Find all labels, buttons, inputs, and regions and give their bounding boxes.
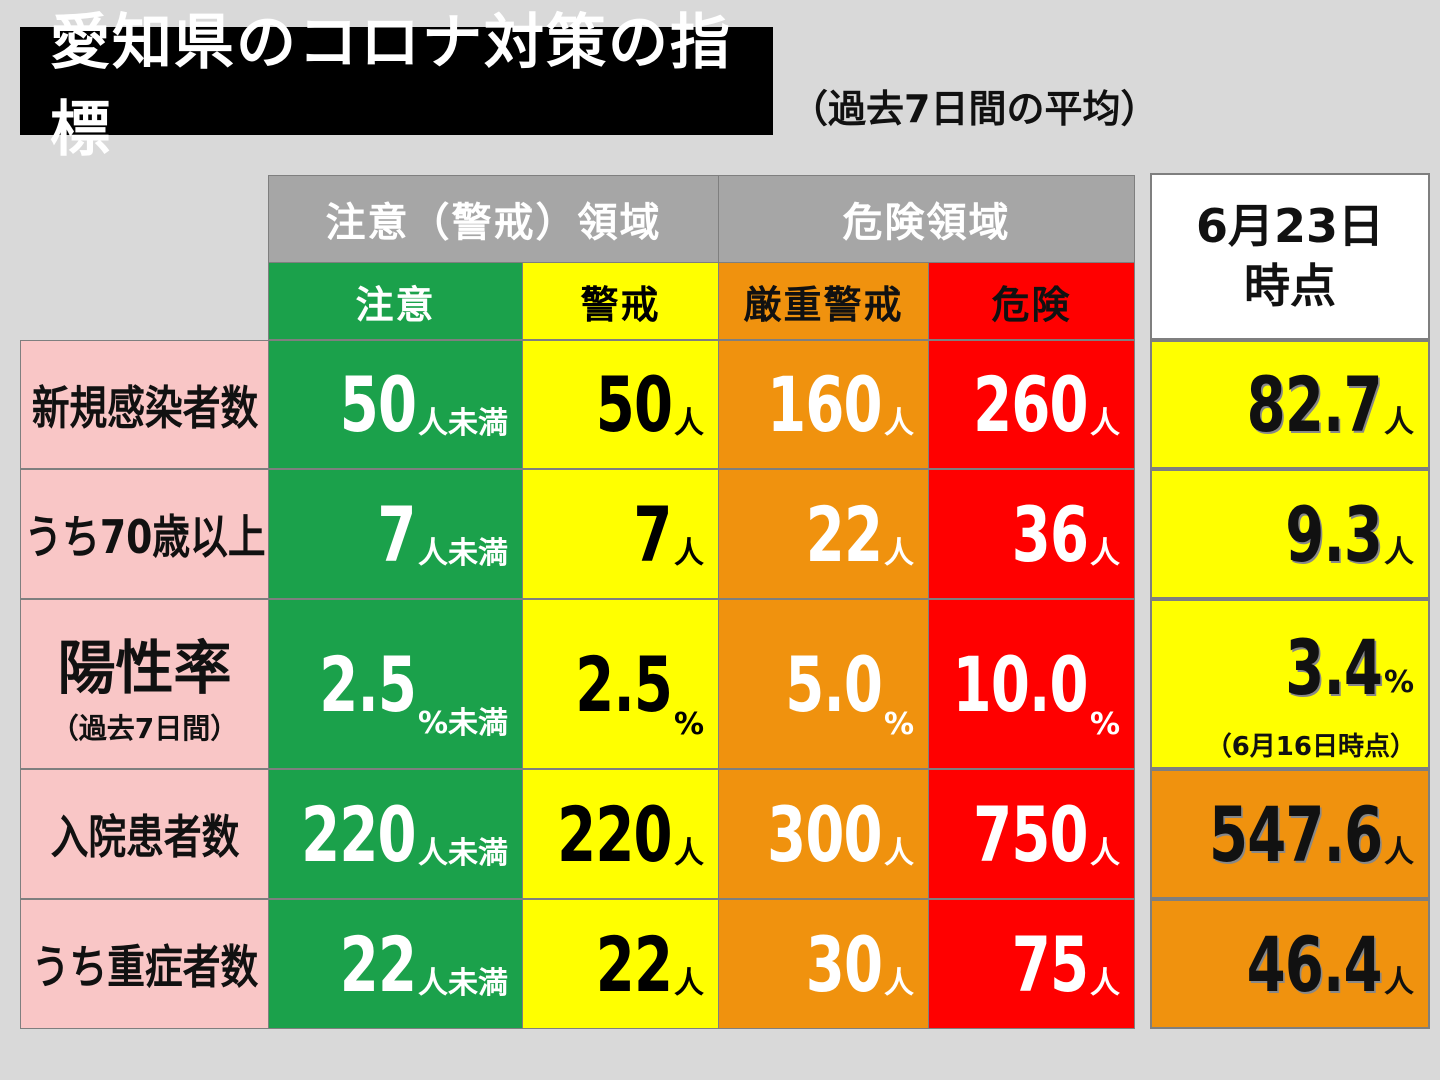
threshold-cell: 22 人未満	[268, 899, 523, 1029]
threshold-value: 30	[805, 919, 883, 1009]
threshold-value: 260	[973, 360, 1088, 449]
row-label: うち70歳以上	[20, 469, 269, 599]
current-value: 46.4	[1246, 919, 1383, 1009]
row-label: 陽性率 （過去7日間）	[20, 599, 269, 769]
threshold-cell: 22 人	[718, 469, 929, 599]
threshold-cell: 10.0%	[928, 599, 1135, 769]
threshold-value: 2.5	[575, 639, 673, 729]
row-label-text: 入院患者数	[50, 810, 239, 864]
row-label-text: うち重症者数	[31, 940, 258, 994]
threshold-cell: 50 人未満	[268, 340, 523, 469]
threshold-value: 10.0	[952, 639, 1089, 729]
group-header-danger: 危険領域	[718, 175, 1135, 263]
threshold-cell: 160 人	[718, 340, 929, 469]
current-value-cell: 547.6 人	[1150, 769, 1430, 899]
threshold-unit: 人	[884, 536, 914, 571]
threshold-unit: 人	[1090, 836, 1120, 871]
threshold-value: 22	[595, 919, 673, 1009]
threshold-cell: 2.5 %未満	[268, 599, 523, 769]
threshold-value: 220	[301, 789, 416, 879]
threshold-value: 300	[767, 789, 882, 879]
threshold-value: 50	[339, 360, 417, 449]
threshold-cell: 2.5%	[522, 599, 719, 769]
current-value-cell: 3.4% （6月16日時点）	[1150, 599, 1430, 769]
threshold-unit: %	[883, 707, 914, 742]
row-sublabel: （過去7日間）	[50, 712, 239, 745]
threshold-unit: %	[673, 707, 704, 742]
threshold-unit: 人	[674, 406, 704, 441]
level-header-alert: 警戒	[522, 262, 719, 340]
threshold-value: 7	[633, 489, 673, 579]
row-label: 入院患者数	[20, 769, 269, 899]
current-note: （6月16日時点）	[1205, 732, 1416, 762]
threshold-unit: 人未満	[418, 836, 508, 871]
threshold-unit: %未満	[417, 706, 508, 741]
threshold-unit: 人	[884, 966, 914, 1001]
current-date: 6月23日	[1195, 198, 1385, 253]
level-header-caution: 注意	[268, 262, 523, 340]
threshold-unit: 人	[674, 966, 704, 1001]
threshold-unit: 人	[674, 836, 704, 871]
level-header-danger: 危険	[928, 262, 1135, 340]
threshold-cell: 75 人	[928, 899, 1135, 1029]
row-label-text: うち70歳以上	[23, 510, 266, 564]
threshold-unit: 人	[1090, 966, 1120, 1001]
threshold-cell: 750 人	[928, 769, 1135, 899]
current-unit: 人	[1384, 535, 1414, 570]
threshold-unit: 人	[1090, 406, 1120, 441]
threshold-cell: 22 人	[522, 899, 719, 1029]
threshold-value: 2.5	[319, 639, 417, 729]
current-value-cell: 9.3 人	[1150, 469, 1430, 599]
threshold-cell: 50 人	[522, 340, 719, 469]
threshold-value: 220	[557, 789, 672, 879]
threshold-value: 22	[339, 919, 417, 1009]
current-unit: %	[1383, 665, 1414, 700]
threshold-unit: 人	[1090, 536, 1120, 571]
threshold-cell: 220 人	[522, 769, 719, 899]
group-header-caution: 注意（警戒）領域	[268, 175, 719, 263]
row-label-text: 新規感染者数	[31, 380, 258, 435]
threshold-unit: 人未満	[418, 966, 508, 1001]
current-value: 3.4	[1285, 623, 1383, 712]
threshold-cell: 300 人	[718, 769, 929, 899]
current-unit: 人	[1384, 405, 1414, 440]
row-label-text: 陽性率	[57, 634, 232, 702]
current-value: 547.6	[1208, 789, 1383, 879]
threshold-value: 7	[377, 489, 417, 579]
current-value-cell: 46.4 人	[1150, 899, 1430, 1029]
threshold-unit: 人未満	[418, 406, 508, 441]
row-label: うち重症者数	[20, 899, 269, 1029]
row-label: 新規感染者数	[20, 340, 269, 469]
threshold-value: 75	[1011, 919, 1089, 1009]
current-date-suffix: 時点	[1244, 258, 1336, 313]
threshold-unit: 人	[674, 536, 704, 571]
threshold-value: 160	[767, 360, 882, 449]
current-date-header: 6月23日 時点	[1150, 173, 1430, 340]
threshold-unit: %	[1089, 707, 1120, 742]
threshold-value: 750	[973, 789, 1088, 879]
threshold-unit: 人	[884, 836, 914, 871]
threshold-value: 36	[1011, 489, 1089, 579]
page-title: 愛知県のコロナ対策の指標	[20, 8, 773, 165]
threshold-cell: 7 人未満	[268, 469, 523, 599]
threshold-cell: 30 人	[718, 899, 929, 1029]
threshold-cell: 260 人	[928, 340, 1135, 469]
current-value: 9.3	[1285, 489, 1383, 579]
threshold-unit: 人未満	[418, 536, 508, 571]
threshold-value: 22	[805, 489, 883, 579]
current-value-cell: 82.7 人	[1150, 340, 1430, 469]
threshold-unit: 人	[884, 406, 914, 441]
current-unit: 人	[1384, 965, 1414, 1000]
threshold-cell: 220 人未満	[268, 769, 523, 899]
threshold-cell: 36 人	[928, 469, 1135, 599]
level-header-severe-alert: 厳重警戒	[718, 262, 929, 340]
current-value: 82.7	[1246, 360, 1383, 449]
threshold-cell: 5.0%	[718, 599, 929, 769]
current-unit: 人	[1384, 835, 1414, 870]
page-subtitle: （過去7日間の平均）	[790, 87, 1159, 131]
threshold-value: 50	[595, 360, 673, 449]
threshold-value: 5.0	[785, 639, 883, 729]
